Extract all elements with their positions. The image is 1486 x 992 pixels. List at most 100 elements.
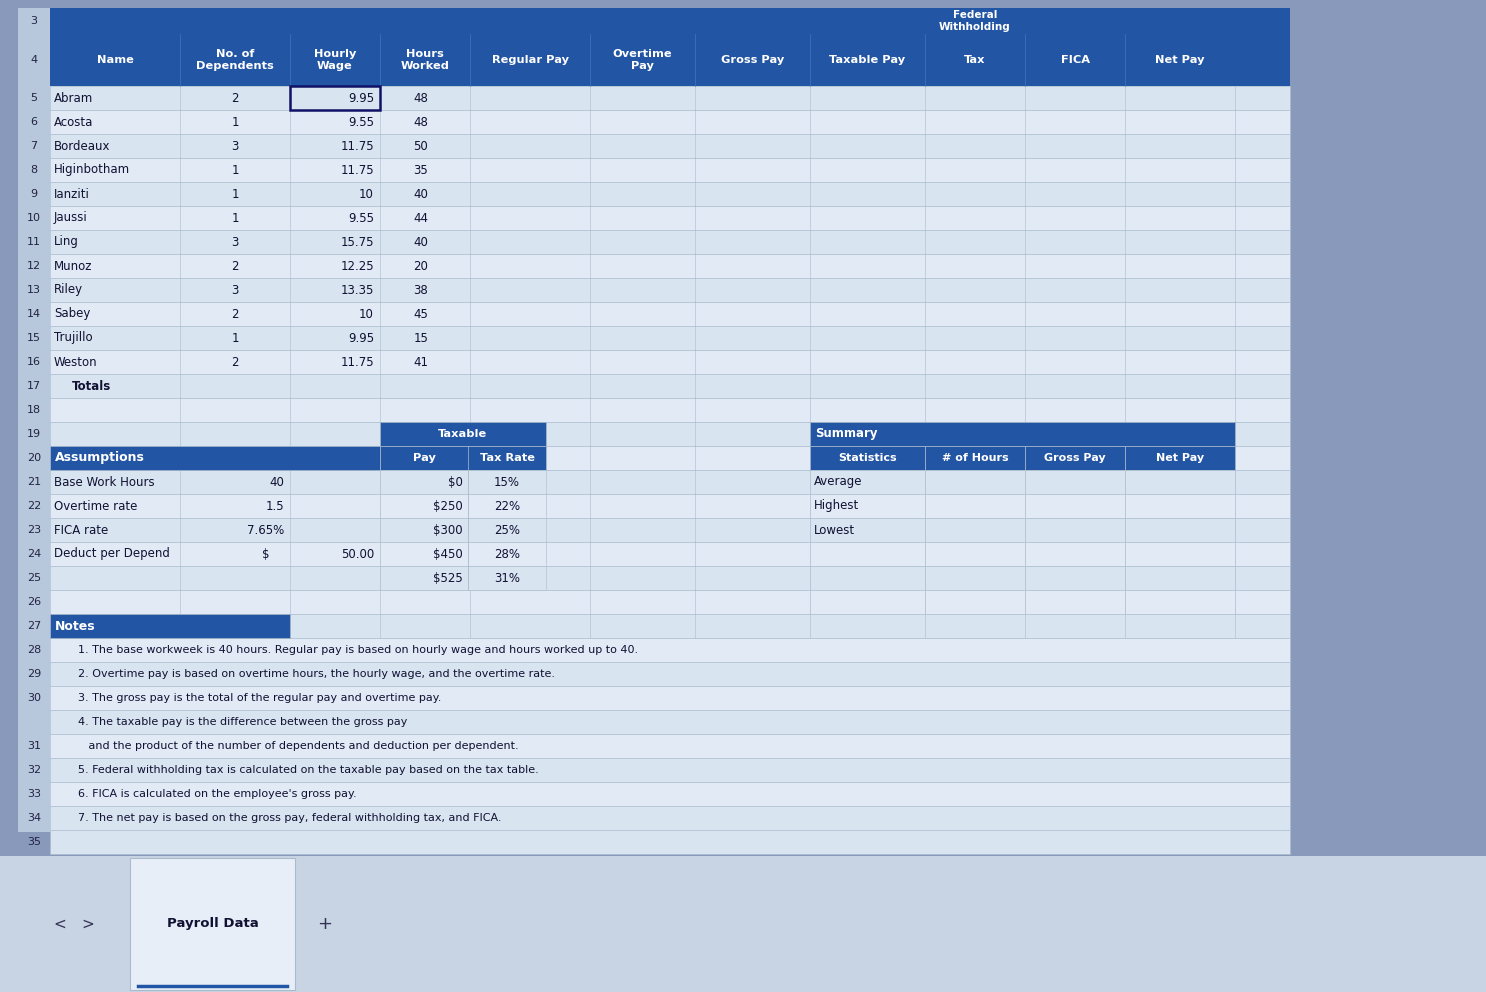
Text: Regular Pay: Regular Pay xyxy=(492,55,569,65)
Bar xyxy=(1025,470,1125,494)
Text: Net Pay: Net Pay xyxy=(1156,453,1204,463)
Text: $250: $250 xyxy=(434,500,464,513)
Text: Bordeaux: Bordeaux xyxy=(53,140,110,153)
Bar xyxy=(468,494,545,518)
Text: 28%: 28% xyxy=(493,548,520,560)
Text: Average: Average xyxy=(814,475,862,488)
Text: Net Pay: Net Pay xyxy=(1155,55,1205,65)
Text: 11: 11 xyxy=(27,237,42,247)
Text: 14: 14 xyxy=(27,309,42,319)
Bar xyxy=(51,758,1290,782)
Text: Overtime
Pay: Overtime Pay xyxy=(612,50,672,70)
Text: and the product of the number of dependents and deduction per dependent.: and the product of the number of depende… xyxy=(77,741,519,751)
Text: 12: 12 xyxy=(27,261,42,271)
Text: Assumptions: Assumptions xyxy=(55,451,144,464)
Bar xyxy=(51,446,1290,470)
Bar xyxy=(380,542,468,566)
Bar xyxy=(51,734,1290,758)
Text: 50.00: 50.00 xyxy=(340,548,374,560)
Text: 3. The gross pay is the total of the regular pay and overtime pay.: 3. The gross pay is the total of the reg… xyxy=(77,693,441,703)
Bar xyxy=(51,158,1290,182)
Bar xyxy=(468,566,545,590)
Text: 2: 2 xyxy=(232,355,239,368)
Text: 22: 22 xyxy=(27,501,42,511)
Bar xyxy=(810,518,924,542)
Bar xyxy=(810,422,1235,446)
Text: Hours
Worked: Hours Worked xyxy=(401,50,449,70)
Bar xyxy=(1125,590,1235,614)
Text: Deduct per Depend: Deduct per Depend xyxy=(53,548,169,560)
Bar xyxy=(51,86,1290,110)
Text: $: $ xyxy=(262,548,269,560)
Text: 6. FICA is calculated on the employee's gross pay.: 6. FICA is calculated on the employee's … xyxy=(77,789,357,799)
Text: 2. Overtime pay is based on overtime hours, the hourly wage, and the overtime ra: 2. Overtime pay is based on overtime hou… xyxy=(77,669,554,679)
Bar xyxy=(1125,494,1235,518)
Text: 40: 40 xyxy=(413,235,428,249)
Bar xyxy=(810,542,924,566)
Bar xyxy=(51,542,1290,566)
Bar xyxy=(51,182,1290,206)
Bar xyxy=(51,566,1290,590)
Text: 21: 21 xyxy=(27,477,42,487)
Bar xyxy=(1125,470,1235,494)
Text: Ianziti: Ianziti xyxy=(53,187,89,200)
Bar xyxy=(810,566,924,590)
Bar xyxy=(51,830,1290,854)
Text: 13.35: 13.35 xyxy=(340,284,374,297)
Bar xyxy=(1025,446,1125,470)
Bar xyxy=(1125,566,1235,590)
Text: 29: 29 xyxy=(27,669,42,679)
Bar xyxy=(1025,494,1125,518)
Text: Overtime rate: Overtime rate xyxy=(53,500,137,513)
Bar xyxy=(0,856,1486,992)
Bar xyxy=(810,494,924,518)
Text: 2: 2 xyxy=(232,91,239,104)
Text: 45: 45 xyxy=(413,308,428,320)
Bar xyxy=(924,542,1025,566)
Text: 1: 1 xyxy=(232,211,239,224)
Text: 1: 1 xyxy=(232,187,239,200)
Text: 3: 3 xyxy=(232,284,239,297)
Text: Payroll Data: Payroll Data xyxy=(166,918,259,930)
Text: 7. The net pay is based on the gross pay, federal withholding tax, and FICA.: 7. The net pay is based on the gross pay… xyxy=(77,813,501,823)
Text: 33: 33 xyxy=(27,789,42,799)
Text: 35: 35 xyxy=(27,837,42,847)
Bar xyxy=(51,8,1290,832)
Text: Ling: Ling xyxy=(53,235,79,249)
Text: 48: 48 xyxy=(413,91,428,104)
Text: 25%: 25% xyxy=(493,524,520,537)
Text: 20: 20 xyxy=(27,453,42,463)
Text: Sabey: Sabey xyxy=(53,308,91,320)
Text: 26: 26 xyxy=(27,597,42,607)
Text: Jaussi: Jaussi xyxy=(53,211,88,224)
Text: Summary: Summary xyxy=(814,428,878,440)
Text: Taxable Pay: Taxable Pay xyxy=(829,55,905,65)
Text: >: > xyxy=(82,917,95,931)
Bar xyxy=(1125,518,1235,542)
Text: 3: 3 xyxy=(232,140,239,153)
Text: Tax Rate: Tax Rate xyxy=(480,453,535,463)
Text: 15%: 15% xyxy=(493,475,520,488)
Bar xyxy=(1025,518,1125,542)
Text: Lowest: Lowest xyxy=(814,524,854,537)
Text: 2: 2 xyxy=(232,308,239,320)
Text: 3: 3 xyxy=(31,16,37,26)
Bar xyxy=(810,446,924,470)
Text: Acosta: Acosta xyxy=(53,115,94,129)
Text: 3: 3 xyxy=(232,235,239,249)
Bar xyxy=(51,710,1290,734)
Text: 48: 48 xyxy=(413,115,428,129)
Text: 5. Federal withholding tax is calculated on the taxable pay based on the tax tab: 5. Federal withholding tax is calculated… xyxy=(77,765,539,775)
Bar xyxy=(1025,566,1125,590)
Text: 10: 10 xyxy=(360,187,374,200)
Bar xyxy=(468,518,545,542)
Bar xyxy=(51,590,1290,614)
Text: 28: 28 xyxy=(27,645,42,655)
Bar xyxy=(51,374,1290,398)
Text: 1: 1 xyxy=(232,115,239,129)
Text: 11.75: 11.75 xyxy=(340,355,374,368)
Text: 16: 16 xyxy=(27,357,42,367)
Bar xyxy=(380,494,468,518)
Text: $525: $525 xyxy=(434,571,464,584)
Bar xyxy=(51,230,1290,254)
